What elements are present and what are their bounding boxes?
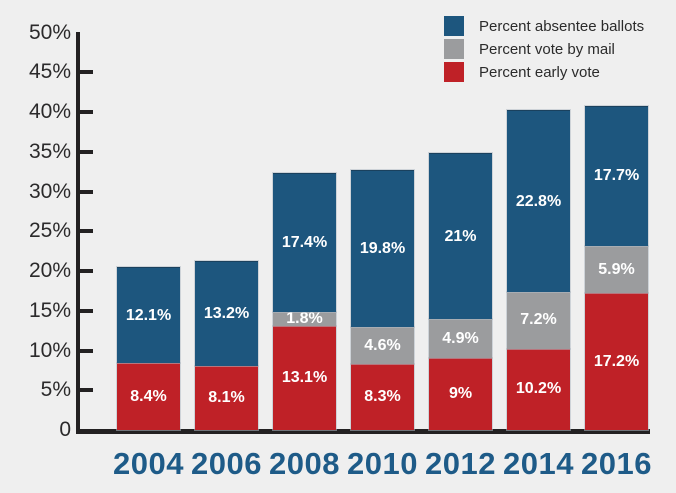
bar-segment-2012-percent-vote-by-mail[interactable]: 4.9% <box>429 319 492 359</box>
x-category-label-2010: 2010 <box>347 446 418 481</box>
y-tick-label: 5% <box>40 378 71 402</box>
bar-value-label: 9% <box>448 385 473 403</box>
bar-value-label: 5.9% <box>598 260 635 278</box>
bar-segment-2008-percent-vote-by-mail[interactable]: 1.8% <box>273 309 336 327</box>
bar-value-label: 7.2% <box>520 311 557 329</box>
y-tick-mark <box>80 70 93 75</box>
bar-segment-2008-percent-absentee-ballots[interactable]: 17.4% <box>273 173 336 312</box>
bar-value-label: 10.2% <box>515 380 562 398</box>
bar-segment-2010-percent-vote-by-mail[interactable]: 4.6% <box>351 327 414 364</box>
bar-value-label: 21% <box>444 227 477 245</box>
bar-segment-2014-percent-early-vote[interactable]: 10.2% <box>507 348 570 430</box>
x-category-label-2012: 2012 <box>425 446 496 481</box>
legend-swatch-mail-icon <box>444 39 464 59</box>
bar-segment-2016-percent-early-vote[interactable]: 17.2% <box>585 293 648 430</box>
y-tick-label: 50% <box>28 20 71 44</box>
y-tick-mark <box>80 189 93 194</box>
bar-value-label: 4.6% <box>364 336 401 354</box>
bar-segment-2014-percent-absentee-ballots[interactable]: 22.8% <box>507 110 570 292</box>
bar-value-label: 17.7% <box>593 167 640 185</box>
bar-segment-2010-percent-absentee-ballots[interactable]: 19.8% <box>351 170 414 328</box>
bar-value-label: 22.8% <box>515 192 562 210</box>
bar-value-label: 8.1% <box>208 388 245 406</box>
y-tick-mark <box>80 388 93 393</box>
legend: Percent absentee ballots Percent vote by… <box>444 16 644 85</box>
legend-label: Percent absentee ballots <box>479 17 645 35</box>
bar-value-label: 13.1% <box>281 368 328 386</box>
y-tick-label: 10% <box>28 338 71 362</box>
bar-segment-2016-percent-absentee-ballots[interactable]: 17.7% <box>585 105 648 247</box>
bar-value-label: 12.1% <box>125 306 172 324</box>
bar-segment-2012-percent-absentee-ballots[interactable]: 21% <box>429 152 492 320</box>
legend-item-vote-by-mail: Percent vote by mail <box>444 39 644 59</box>
y-tick-label: 45% <box>28 60 71 84</box>
bar-value-label: 17.4% <box>281 233 328 251</box>
legend-item-early-vote: Percent early vote <box>444 62 644 82</box>
bar-segment-2008-percent-early-vote[interactable]: 13.1% <box>273 325 336 430</box>
x-category-label-2016: 2016 <box>581 446 652 481</box>
y-tick-mark <box>80 269 93 273</box>
bar-value-label: 13.2% <box>203 304 250 322</box>
bar-value-label: 4.9% <box>442 329 479 347</box>
x-category-label-2004: 2004 <box>113 446 184 481</box>
x-category-label-2014: 2014 <box>503 446 574 481</box>
y-tick-label: 35% <box>28 139 71 163</box>
y-tick-label: 25% <box>28 219 71 243</box>
legend-swatch-early-icon <box>444 62 464 82</box>
y-tick-label: 40% <box>28 100 71 123</box>
y-tick-mark <box>80 149 93 154</box>
legend-item-absentee-ballots: Percent absentee ballots <box>444 16 644 36</box>
bar-value-label: 19.8% <box>359 240 406 258</box>
y-tick-mark <box>80 229 93 234</box>
bar-segment-2006-percent-absentee-ballots[interactable]: 13.2% <box>195 260 258 366</box>
bar-value-label: 1.8% <box>286 309 323 327</box>
x-category-label-2008: 2008 <box>269 446 340 481</box>
y-tick-mark <box>80 110 93 114</box>
y-tick-label: 15% <box>28 298 71 322</box>
legend-swatch-absentee-icon <box>444 16 464 36</box>
y-tick-mark <box>80 308 93 313</box>
bar-segment-2012-percent-early-vote[interactable]: 9% <box>429 358 492 430</box>
bar-segment-2004-percent-absentee-ballots[interactable]: 12.1% <box>117 267 180 364</box>
bar-segment-2010-percent-early-vote[interactable]: 8.3% <box>351 364 414 430</box>
bar-segment-2004-percent-early-vote[interactable]: 8.4% <box>117 363 180 430</box>
bar-segment-2016-percent-vote-by-mail[interactable]: 5.9% <box>585 246 648 294</box>
x-axis-line <box>76 429 650 434</box>
y-tick-label: 20% <box>28 259 71 282</box>
bar-value-label: 17.2% <box>593 352 640 370</box>
x-category-label-2006: 2006 <box>191 446 262 481</box>
bar-value-label: 8.4% <box>130 387 167 405</box>
legend-label: Percent early vote <box>479 63 600 81</box>
y-tick-label: 30% <box>28 179 71 203</box>
bar-segment-2014-percent-vote-by-mail[interactable]: 7.2% <box>507 291 570 349</box>
bar-value-label: 8.3% <box>364 387 401 405</box>
y-tick-label: 0 <box>59 418 71 441</box>
y-axis-line <box>76 32 80 434</box>
y-tick-mark <box>80 348 93 353</box>
legend-label: Percent vote by mail <box>479 40 615 58</box>
bar-segment-2006-percent-early-vote[interactable]: 8.1% <box>195 365 258 430</box>
